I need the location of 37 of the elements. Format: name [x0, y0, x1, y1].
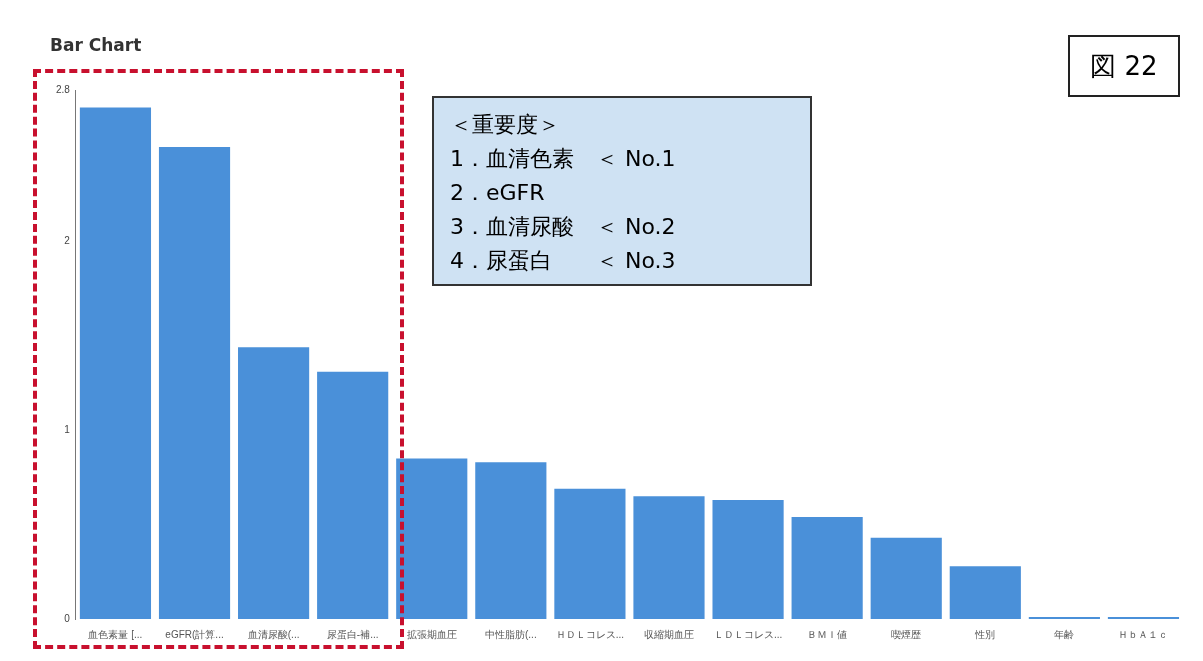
x-tick-label: 年齢: [1054, 628, 1075, 640]
caption: 図 22: [1068, 35, 1180, 97]
x-tick-label: 性別: [974, 628, 996, 640]
x-tick-label: ＬＤＬコレス...: [713, 628, 783, 640]
x-tick-label: 尿蛋白-補...: [326, 628, 379, 640]
annotation: 2．eGFR: [450, 179, 546, 207]
annotation: ＜重要度＞: [450, 111, 561, 139]
y-tick-label: 1: [64, 423, 71, 435]
x-tick-label: 拡張期血圧: [406, 628, 457, 640]
y-tick-label: 2: [64, 235, 71, 247]
x-tick-label: 中性脂肪(...: [485, 628, 537, 640]
bar: [554, 488, 626, 619]
x-tick-label: 血色素量 [...: [88, 628, 143, 640]
annotation: 4．尿蛋白 ＜ No.3: [450, 247, 677, 275]
x-tick-label: ＢＭＩ値: [807, 628, 848, 640]
bar: [791, 517, 863, 619]
x-tick-label: eGFR(計算...: [165, 628, 224, 640]
bar: [238, 347, 310, 619]
x-tick-label: 血清尿酸(...: [247, 628, 300, 640]
bar: [79, 107, 152, 619]
bar: [475, 462, 547, 619]
x-tick-label: ＨＤＬコレス...: [555, 628, 625, 640]
x-tick-label: 喫煙歴: [891, 628, 922, 640]
bar: [633, 496, 705, 619]
chart-title: Bar Chart: [50, 34, 142, 55]
x-tick-label: ＨｂＡ１ｃ: [1118, 628, 1169, 640]
y-tick-label: 2.8: [56, 84, 71, 96]
bar: [870, 537, 942, 619]
bar: [158, 147, 231, 619]
bar: [712, 500, 784, 619]
x-tick-label: 収縮期血圧: [643, 628, 694, 640]
annotation: 1．血清色素 ＜ No.1: [450, 145, 677, 173]
y-tick-label: 0: [64, 612, 71, 624]
annotation: 3．血清尿酸 ＜ No.2: [450, 213, 677, 241]
bar: [396, 458, 468, 619]
bar: [949, 566, 1021, 619]
bar: [317, 371, 389, 619]
